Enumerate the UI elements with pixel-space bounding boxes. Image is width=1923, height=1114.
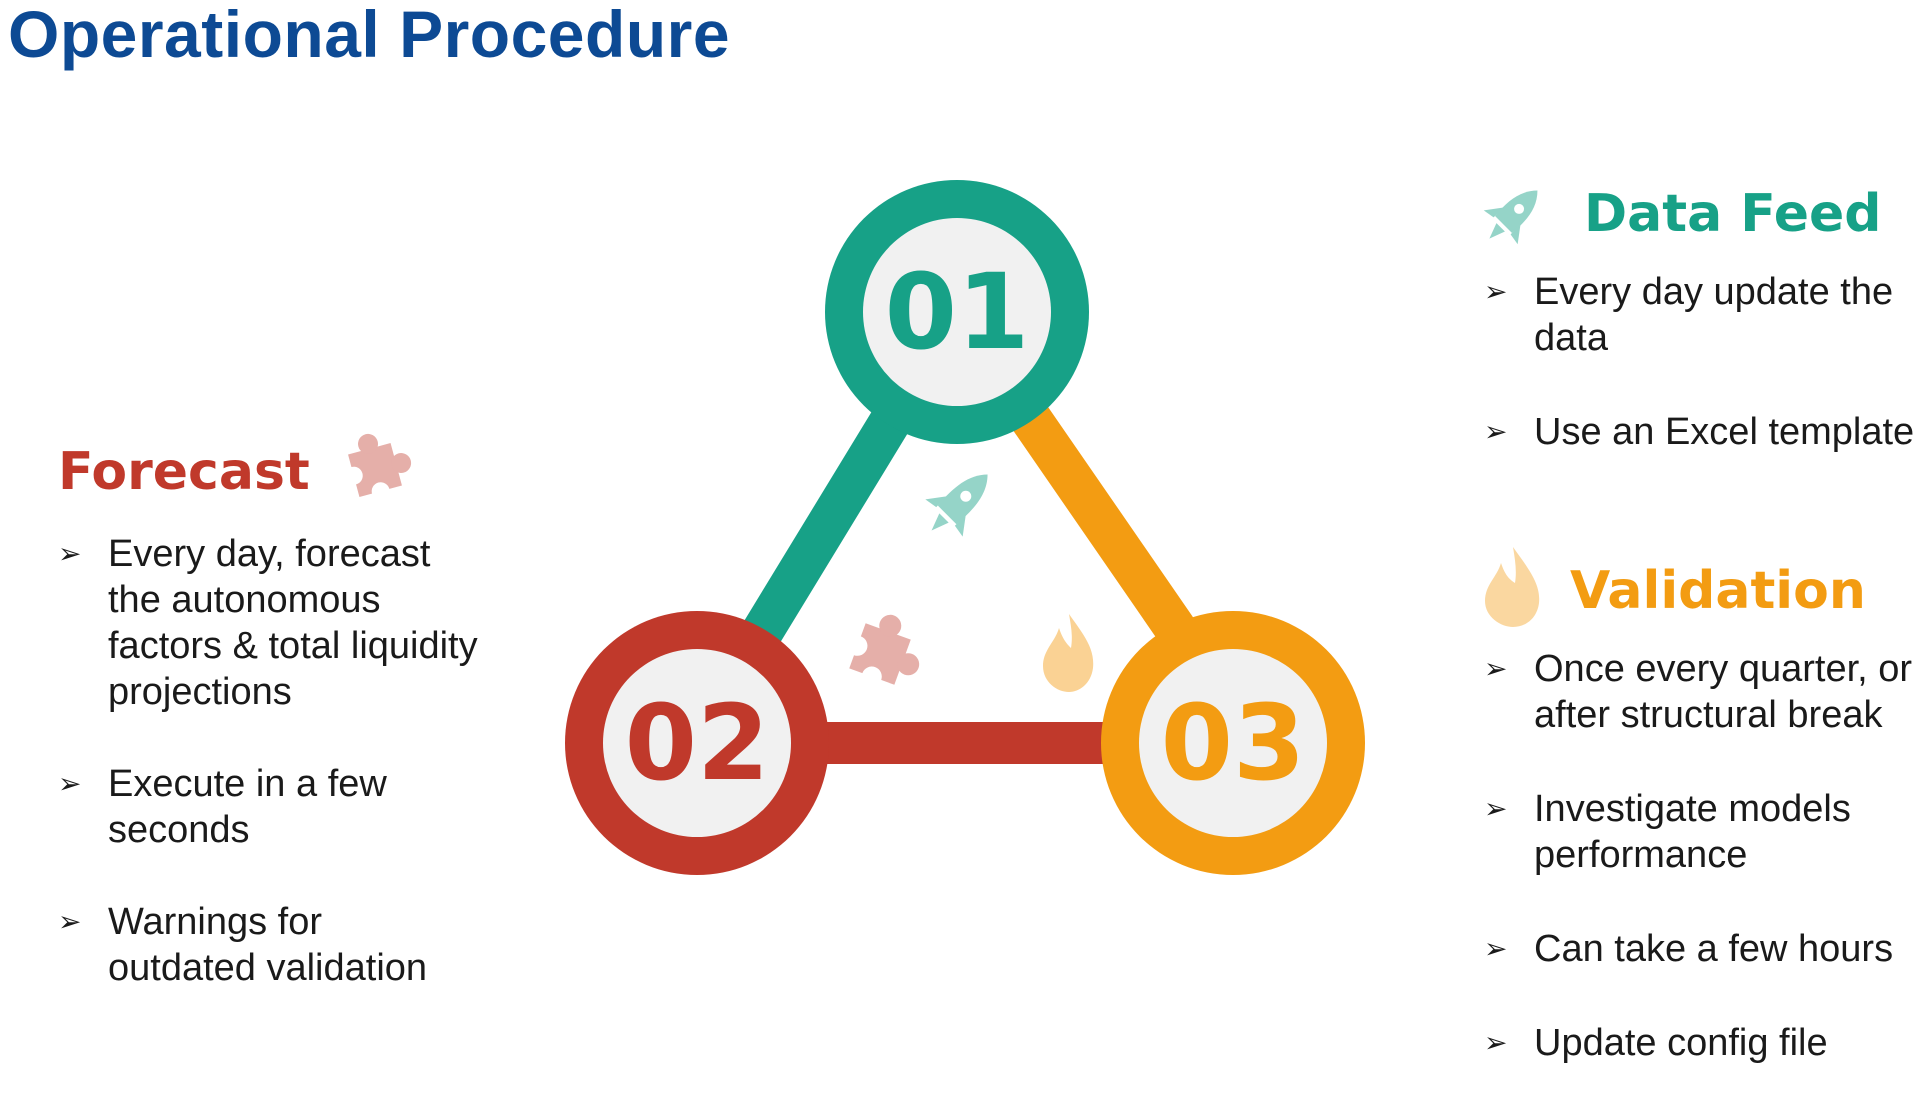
arrow-bullet-icon: ➢ — [58, 538, 82, 569]
flame-icon — [1485, 547, 1540, 627]
arrow-bullet-icon: ➢ — [58, 906, 82, 937]
step-02-node: 02 — [565, 611, 829, 875]
validation-title: Validation — [1570, 561, 1866, 621]
step-03-number: 03 — [1161, 682, 1306, 804]
cycle-diagram: 02 03 01 — [565, 180, 1365, 875]
arrow-bullet-icon: ➢ — [1484, 933, 1508, 964]
page-title: Operational Procedure — [8, 0, 731, 71]
puzzle-icon — [847, 614, 920, 687]
arrow-bullet-icon: ➢ — [58, 768, 82, 799]
flame-icon — [1043, 614, 1094, 692]
list-item: ➢ Every day update the data — [1484, 271, 1894, 359]
step-02-number: 02 — [625, 682, 770, 804]
arrow-bullet-icon: ➢ — [1484, 793, 1508, 824]
arrow-bullet-icon: ➢ — [1484, 653, 1508, 684]
list-item: ➢ Investigate models performance — [1484, 788, 1851, 876]
rocket-icon — [925, 474, 988, 537]
list-item: ➢ Once every quarter, or after structural… — [1484, 648, 1913, 736]
forecast-title: Forecast — [58, 442, 310, 502]
data-feed-list: ➢ Every day update the data ➢ Use an Excel… — [1484, 269, 1923, 503]
list-item: ➢ Use an Excel template — [1484, 411, 1915, 453]
list-item: ➢ Execute in a few seconds — [58, 763, 387, 851]
arrow-bullet-icon: ➢ — [1484, 276, 1508, 307]
data-feed-title: Data Feed — [1584, 184, 1882, 244]
arrow-bullet-icon: ➢ — [1484, 416, 1508, 447]
list-item: ➢ Every day, forecast the autonomous fact… — [58, 533, 478, 713]
arrow-bullet-icon: ➢ — [1484, 1027, 1508, 1058]
list-item: ➢ Warnings for outdated validation — [58, 901, 428, 989]
puzzle-icon — [344, 433, 412, 501]
rocket-icon — [1483, 190, 1538, 245]
step-01-node: 01 — [825, 180, 1089, 444]
validation-list: ➢ Once every quarter, or after structural… — [1484, 646, 1923, 1114]
step-03-node: 03 — [1101, 611, 1365, 875]
step-01-number: 01 — [885, 251, 1030, 373]
forecast-list: ➢ Every day, forecast the autonomous fact… — [58, 531, 478, 1037]
list-item: ➢ Update config file — [1484, 1022, 1828, 1064]
list-item: ➢ Can take a few hours — [1484, 928, 1894, 970]
